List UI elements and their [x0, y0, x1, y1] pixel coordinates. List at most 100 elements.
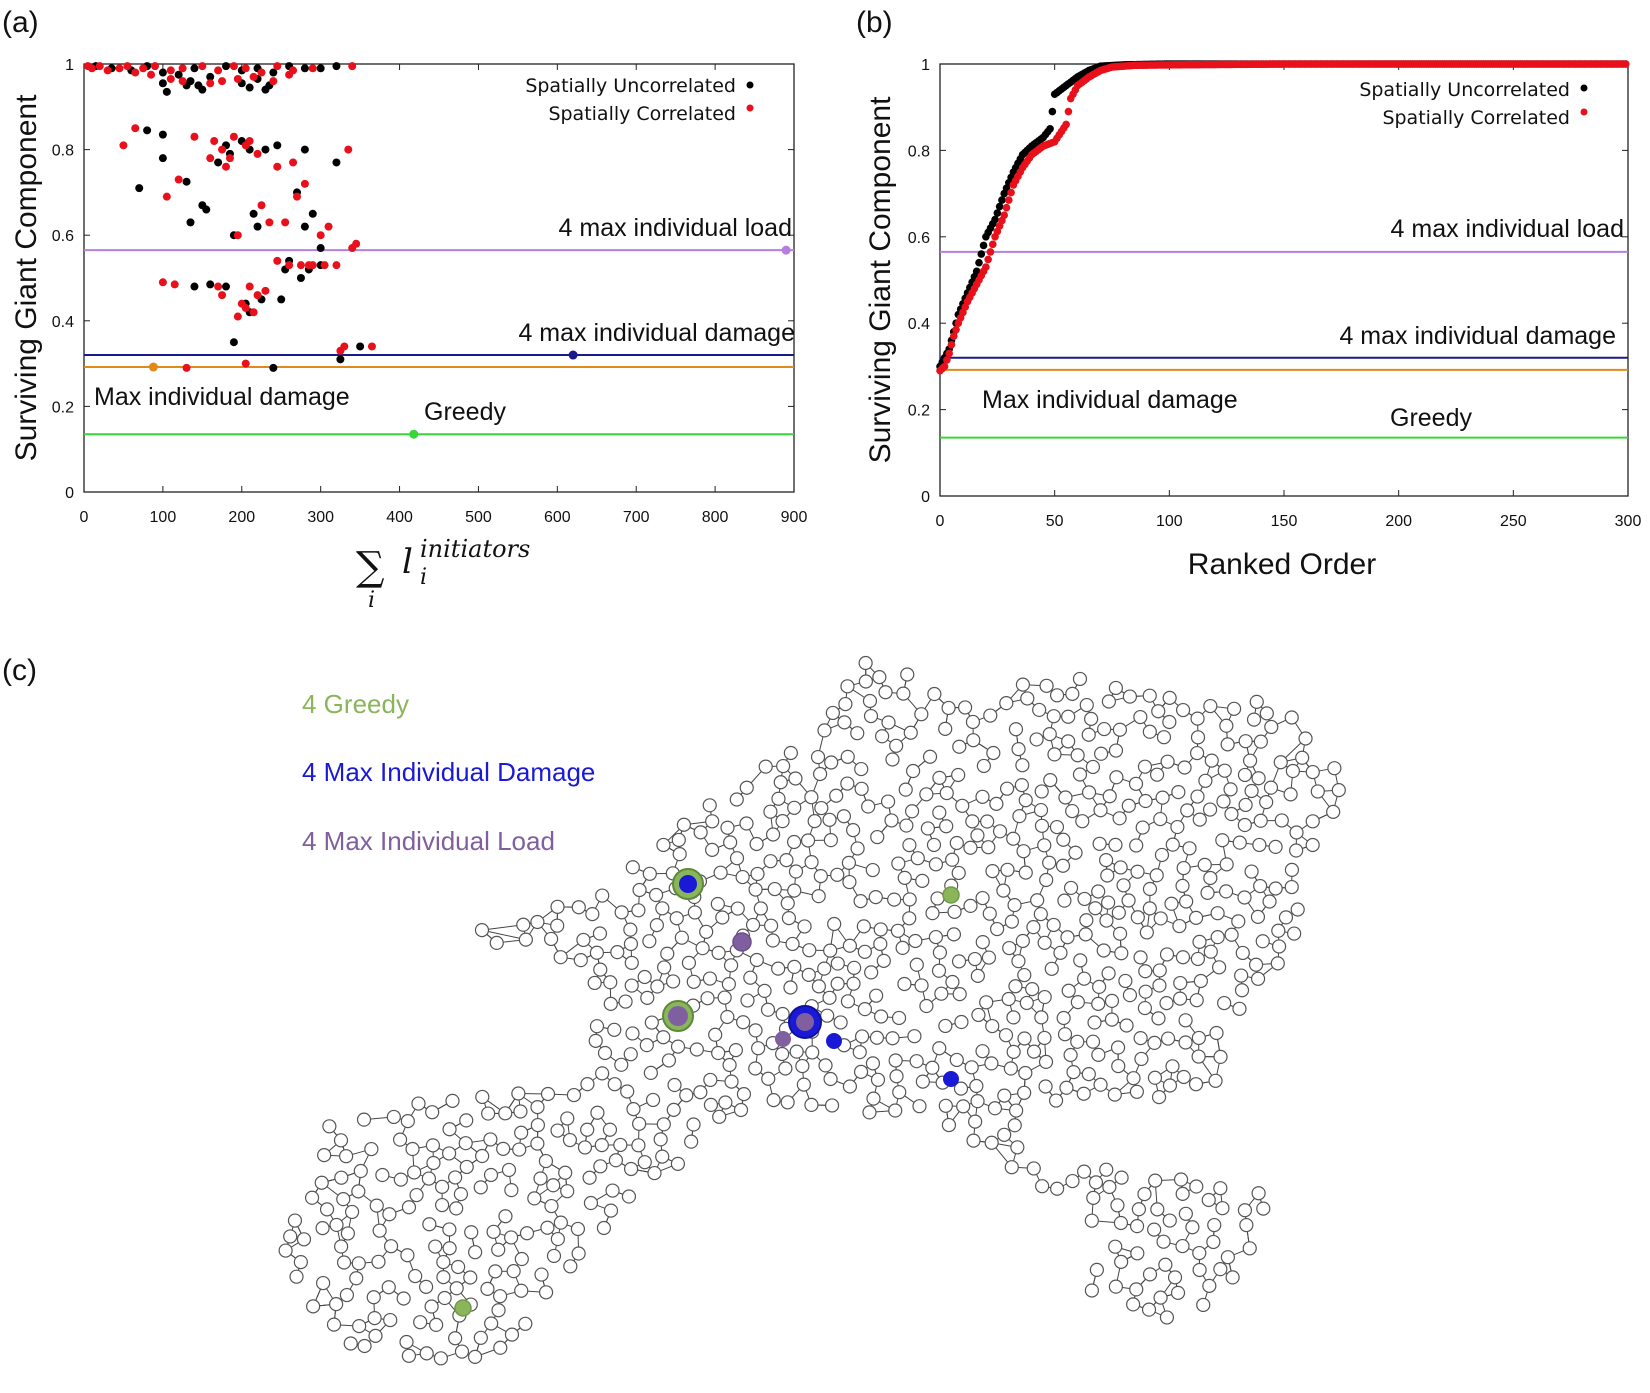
- chart-a-x-label-sum: ∑: [356, 544, 385, 590]
- network-node: [1192, 934, 1207, 949]
- data-point: [296, 261, 305, 270]
- network-node: [506, 1264, 521, 1279]
- network-node: [1237, 817, 1252, 833]
- panel-label-b: (b): [856, 6, 893, 39]
- network-node: [1208, 1073, 1223, 1088]
- data-point: [135, 184, 144, 193]
- network-node: [496, 1141, 511, 1156]
- network-node: [765, 933, 781, 948]
- network-node: [1237, 767, 1253, 783]
- y-tick-label: 0.8: [908, 143, 930, 160]
- network-node: [857, 944, 872, 959]
- network-node: [653, 1132, 668, 1147]
- network-node: [329, 1217, 344, 1233]
- network-node: [1134, 1051, 1149, 1067]
- network-node: [1331, 783, 1346, 798]
- network-node: [1072, 767, 1088, 782]
- network-node: [1065, 1173, 1080, 1189]
- network-node: [493, 1340, 508, 1355]
- network-node: [672, 847, 687, 862]
- data-point: [352, 239, 361, 248]
- network-node: [610, 945, 625, 960]
- network-node: [932, 1041, 947, 1056]
- network-node: [1061, 709, 1076, 724]
- network-node: [763, 918, 779, 933]
- y-tick-label: 0.6: [908, 230, 930, 247]
- network-node: [703, 1097, 719, 1113]
- network-node: [889, 738, 904, 753]
- network-node: [623, 1047, 638, 1062]
- network-node: [932, 770, 947, 785]
- network-node: [650, 979, 665, 994]
- network-node: [1252, 837, 1267, 853]
- y-tick-label: 0.2: [52, 399, 74, 416]
- network-node: [353, 1163, 368, 1179]
- network-node: [748, 1061, 763, 1076]
- network-node: [722, 1057, 737, 1073]
- network-node: [1037, 838, 1052, 853]
- network-node: [577, 1140, 593, 1155]
- network-node: [1263, 780, 1279, 795]
- network-node: [715, 910, 730, 925]
- network-node: [854, 761, 869, 777]
- network-node: [878, 685, 893, 700]
- network-node: [426, 1155, 441, 1171]
- data-point: [982, 263, 990, 271]
- network-node: [823, 833, 838, 848]
- data-point: [269, 77, 278, 86]
- network-node: [1092, 836, 1107, 851]
- network-node: [429, 1317, 444, 1332]
- network-node: [693, 825, 708, 840]
- network-node: [1164, 896, 1179, 911]
- network-node: [721, 977, 736, 992]
- network-node: [1113, 860, 1128, 875]
- network-node: [1326, 804, 1341, 819]
- network-node: [729, 851, 745, 866]
- data-point: [225, 154, 234, 163]
- network-node: [595, 1066, 610, 1081]
- network-node: [1192, 1245, 1207, 1261]
- network-node: [372, 1223, 387, 1238]
- network-node: [1290, 902, 1305, 917]
- network-node: [458, 1136, 473, 1151]
- network-node: [1200, 885, 1215, 900]
- data-point: [123, 62, 132, 71]
- network-node: [540, 1086, 556, 1102]
- network-node: [775, 1046, 790, 1062]
- data-point: [131, 68, 140, 77]
- network-node: [873, 936, 888, 952]
- network-node: [813, 766, 828, 782]
- network-node: [854, 781, 869, 796]
- data-point: [229, 338, 238, 347]
- chart-b-legend: Spatially Uncorrelated Spatially Correla…: [1359, 79, 1588, 129]
- network-node: [1160, 1031, 1176, 1046]
- network-node: [804, 790, 819, 805]
- network-node: [1137, 759, 1153, 774]
- data-point: [308, 209, 317, 218]
- network-node: [822, 990, 837, 1005]
- network-node: [1133, 950, 1148, 965]
- network-legend-max-load: 4 Max Individual Load: [302, 826, 555, 856]
- chart-a-legend: Spatially Uncorrelated Spatially Correla…: [525, 75, 754, 125]
- network-node: [644, 1015, 659, 1030]
- network-node: [1213, 1181, 1228, 1196]
- chart-b-label-greedy: Greedy: [1390, 404, 1472, 432]
- network-node: [723, 958, 739, 973]
- chart-b-legend-correlated-marker: [1580, 108, 1588, 116]
- max-load-node: [796, 1013, 814, 1031]
- network-node: [571, 900, 586, 915]
- network-node: [1084, 1283, 1099, 1298]
- network-node: [797, 919, 812, 934]
- network-node: [767, 881, 782, 897]
- network-node: [963, 840, 978, 855]
- y-tick-label: 0.8: [52, 143, 74, 160]
- network-node: [1116, 878, 1131, 893]
- data-point: [320, 261, 329, 270]
- network-node: [344, 1204, 360, 1220]
- network-node: [1079, 913, 1094, 928]
- data-point: [336, 355, 345, 364]
- network-node: [902, 892, 917, 907]
- network-node: [892, 1085, 907, 1100]
- network-node: [489, 935, 504, 951]
- data-point: [218, 145, 227, 154]
